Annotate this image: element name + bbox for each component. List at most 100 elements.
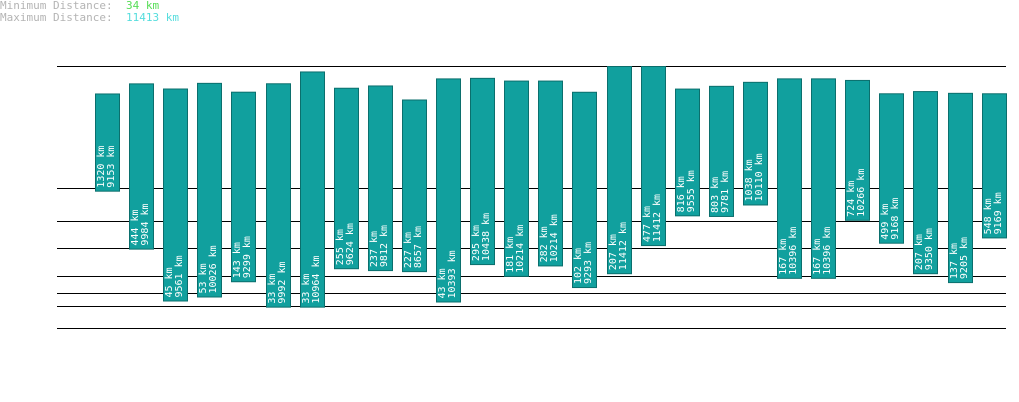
bar-group: 803 km 9781 km xyxy=(709,85,734,217)
bar xyxy=(129,83,154,250)
bar-end-label: 9992 km xyxy=(277,261,288,303)
bar-start-label: 102 km xyxy=(573,248,584,284)
bar-start-label: 227 km xyxy=(403,232,414,268)
bar-end-label: 10438 km xyxy=(481,213,492,261)
bar xyxy=(982,93,1007,239)
bar-group: 207 km 9350 km xyxy=(913,91,938,275)
bar-start-label: 43 km xyxy=(437,268,448,298)
bar-start-label: 499 km xyxy=(880,204,891,240)
bar-group: 33 km 9992 km xyxy=(266,83,291,308)
bar xyxy=(266,83,291,308)
bar xyxy=(641,66,666,247)
bar-group: 167 km 10396 km xyxy=(811,78,836,279)
bar xyxy=(197,82,222,298)
bar xyxy=(607,66,632,275)
bar xyxy=(402,99,427,273)
distance-summary: Minimum Distance: 34 km Maximum Distance:… xyxy=(0,0,179,24)
bar xyxy=(538,80,563,267)
bar xyxy=(743,81,768,206)
min-distance-row: Minimum Distance: 34 km xyxy=(0,0,179,12)
bar-end-label: 9293 km xyxy=(583,242,594,284)
bar-group: 45 km 9561 km xyxy=(163,88,188,302)
bar-end-label: 10026 km xyxy=(208,245,219,293)
bar xyxy=(368,85,393,272)
bar-start-label: 816 km xyxy=(676,176,687,212)
bar-end-label: 9350 km xyxy=(924,228,935,270)
bar xyxy=(334,87,359,270)
bar-end-label: 9169 km xyxy=(993,192,1004,234)
bar-group: 1038 km 10110 km xyxy=(743,81,768,206)
bar-end-label: 9984 km xyxy=(140,203,151,245)
bar xyxy=(675,88,700,217)
bar-end-label: 11412 km xyxy=(652,194,663,242)
bar-end-label: 9168 km xyxy=(890,198,901,240)
bar-group: 282 km 10214 km xyxy=(538,80,563,267)
bar-start-label: 724 km xyxy=(846,181,857,217)
bar-start-label: 803 km xyxy=(710,177,721,213)
bar-group: 43 km 10393 km xyxy=(436,78,461,303)
bar-group: 137 km 9205 km xyxy=(948,92,973,284)
bar-end-label: 9205 km xyxy=(959,237,970,279)
bar-group: 444 km 9984 km xyxy=(129,83,154,250)
bar-start-label: 207 km xyxy=(914,234,925,270)
bar-group: 53 km 10026 km xyxy=(197,82,222,298)
bar-start-label: 1320 km xyxy=(96,146,107,188)
bar-start-label: 143 km xyxy=(232,242,243,278)
bar-start-label: 1038 km xyxy=(744,159,755,201)
bar-group: 207 km 11412 km xyxy=(607,66,632,275)
bar-end-label: 8657 km xyxy=(413,226,424,268)
bar xyxy=(470,77,495,266)
bar-group: 816 km 9555 km xyxy=(675,88,700,217)
bar-group: 255 km 9624 km xyxy=(334,87,359,270)
bar-start-label: 282 km xyxy=(539,226,550,262)
bar-start-label: 167 km xyxy=(812,239,823,275)
bar xyxy=(436,78,461,303)
bar-end-label: 10393 km xyxy=(447,250,458,298)
bars-layer: 1320 km 9153 km 444 km 9984 km 45 km 9561 km 5… xyxy=(95,66,1007,308)
bar-end-label: 9299 km xyxy=(242,236,253,278)
max-distance-value: 11413 km xyxy=(126,11,179,24)
bar-end-label: 11412 km xyxy=(618,222,629,270)
bar xyxy=(777,78,802,279)
bar-group: 499 km 9168 km xyxy=(879,93,904,244)
bar-start-label: 477 km xyxy=(642,206,653,242)
max-distance-label: Maximum Distance: xyxy=(0,11,113,24)
bar xyxy=(811,78,836,279)
bar xyxy=(163,88,188,302)
bar-group: 181 km 10214 km xyxy=(504,80,529,277)
bar-start-label: 53 km xyxy=(198,263,209,293)
bar-group: 295 km 10438 km xyxy=(470,77,495,266)
bar xyxy=(879,93,904,244)
bar-end-label: 10964 km xyxy=(311,255,322,303)
bar-group: 237 km 9812 km xyxy=(368,85,393,272)
bar-end-label: 10396 km xyxy=(822,227,833,275)
bar-start-label: 33 km xyxy=(301,274,312,304)
bar xyxy=(845,79,870,221)
bar xyxy=(300,71,325,308)
bar-group: 477 km 11412 km xyxy=(641,66,666,247)
min-distance-value: 34 km xyxy=(126,0,160,12)
max-distance-row: Maximum Distance: 11413 km xyxy=(0,12,179,24)
bar xyxy=(948,92,973,284)
bar-start-label: 207 km xyxy=(608,234,619,270)
bar-end-label: 9555 km xyxy=(686,170,697,212)
bar xyxy=(504,80,529,277)
bar-start-label: 444 km xyxy=(130,209,141,245)
bar xyxy=(709,85,734,217)
bar-start-label: 137 km xyxy=(949,243,960,279)
bar-end-label: 9153 km xyxy=(106,146,117,188)
bar-group: 227 km 8657 km xyxy=(402,99,427,273)
bar-end-label: 10214 km xyxy=(515,225,526,273)
bar-start-label: 167 km xyxy=(778,239,789,275)
bar-group: 1320 km 9153 km xyxy=(95,93,120,192)
bar-end-label: 9781 km xyxy=(720,171,731,213)
bar xyxy=(95,93,120,192)
bar-group: 102 km 9293 km xyxy=(572,91,597,289)
bar-start-label: 295 km xyxy=(471,225,482,261)
bar-start-label: 33 km xyxy=(267,274,278,304)
bar-end-label: 10396 km xyxy=(788,227,799,275)
bar-end-label: 9812 km xyxy=(379,225,390,267)
bar-end-label: 10110 km xyxy=(754,153,765,201)
bar-group: 548 km 9169 km xyxy=(982,93,1007,239)
